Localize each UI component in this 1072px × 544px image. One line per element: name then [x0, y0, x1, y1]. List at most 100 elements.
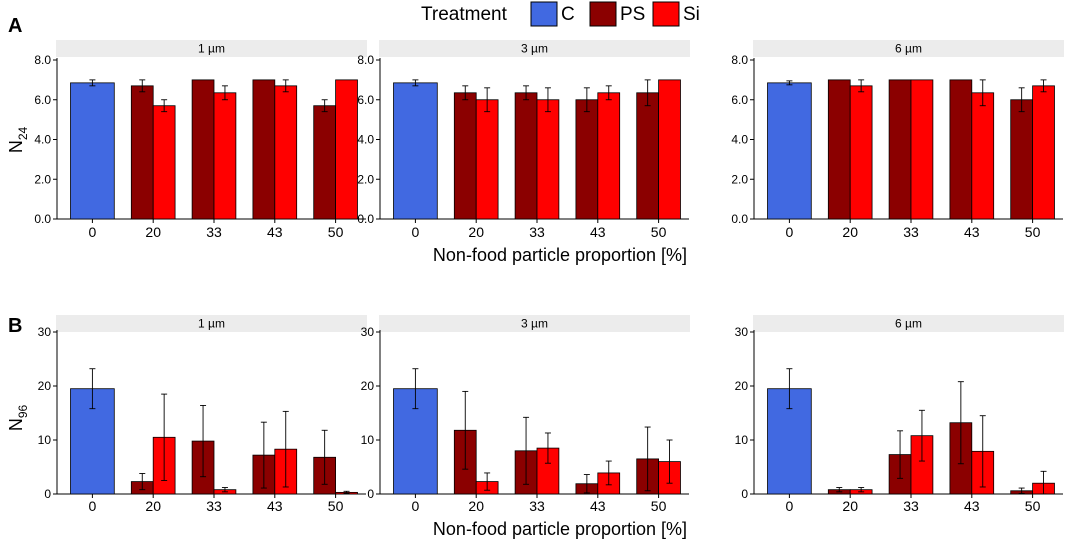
- y-tick-label: 0.0: [34, 212, 51, 226]
- facet-strip: [56, 40, 367, 57]
- x-tick-label: 0: [786, 224, 794, 240]
- bar-ps: [888, 79, 912, 220]
- facet-strip: [379, 40, 690, 57]
- facet-title: 1 µm: [198, 317, 225, 331]
- x-tick-label: 43: [964, 224, 980, 240]
- bar-si: [658, 79, 681, 220]
- x-tick-label: 33: [206, 498, 222, 514]
- x-tick-label: 50: [651, 224, 667, 240]
- y-axis-title-a-main: N: [6, 140, 26, 153]
- x-tick-label: 43: [267, 224, 283, 240]
- y-tick-label: 0: [44, 487, 51, 501]
- x-axis-title-a: Non-food particle proportion [%]: [433, 245, 687, 265]
- y-tick-label: 8.0: [34, 53, 51, 67]
- legend-title: Treatment: [421, 4, 508, 25]
- x-tick-label: 33: [206, 224, 222, 240]
- facet-a-1: 1 µm 0.0 2.0 4.0 6.0 8.0 0 20 33 43 50: [34, 40, 367, 240]
- bar-ps: [1010, 99, 1033, 220]
- x-tick-label: 0: [412, 498, 420, 514]
- x-tick-label: 20: [842, 498, 858, 514]
- y-tick-label: 0: [741, 487, 748, 501]
- y-tick-label: 10: [735, 433, 749, 447]
- facet-title: 3 µm: [521, 42, 548, 56]
- bar-control: [70, 82, 115, 220]
- y-tick-label: 6.0: [34, 93, 51, 107]
- bar-si: [597, 92, 621, 220]
- x-tick-label: 43: [590, 224, 606, 240]
- x-tick-label: 0: [412, 224, 420, 240]
- y-tick-label: 20: [361, 379, 375, 393]
- bar-si: [213, 92, 237, 220]
- x-tick-label: 33: [529, 224, 545, 240]
- bar-si: [475, 99, 499, 220]
- x-tick-label: 43: [964, 498, 980, 514]
- y-tick-label: 20: [38, 379, 52, 393]
- y-tick-label: 8.0: [731, 53, 748, 67]
- facet-b-1: 1 µm 0 10 20 30 0 20 33 43 50: [38, 315, 367, 514]
- x-tick-label: 50: [1025, 498, 1041, 514]
- bar-si: [1032, 85, 1055, 220]
- x-tick-label: 50: [328, 224, 344, 240]
- bar-ps: [949, 79, 973, 220]
- y-tick-label: 4.0: [357, 133, 374, 147]
- y-tick-label: 6.0: [731, 93, 748, 107]
- x-tick-label: 0: [89, 498, 97, 514]
- y-tick-label: 10: [38, 433, 52, 447]
- y-tick-label: 0: [367, 487, 374, 501]
- facet-title: 6 µm: [895, 42, 922, 56]
- facet-strip: [56, 315, 367, 332]
- y-tick-label: 30: [361, 325, 375, 339]
- legend: Treatment C PS Si: [421, 1, 700, 27]
- y-axis-title-a-sub: 24: [16, 127, 30, 141]
- x-tick-label: 43: [267, 498, 283, 514]
- y-tick-label: 4.0: [34, 133, 51, 147]
- y-axis-title-a: N24: [6, 127, 30, 154]
- y-tick-label: 0.0: [731, 212, 748, 226]
- facet-a-2: 3 µm 0.0 2.0 4.0 6.0 8.0 0 20 33 43 50: [357, 40, 690, 240]
- bar-si: [152, 105, 176, 220]
- facet-title: 1 µm: [198, 42, 225, 56]
- bar-ps: [827, 79, 851, 220]
- legend-label-ps: PS: [620, 4, 645, 25]
- bar-ps: [636, 92, 659, 220]
- x-tick-label: 33: [529, 498, 545, 514]
- facet-strip: [379, 315, 690, 332]
- legend-swatch-si: [652, 1, 680, 27]
- bar-si: [274, 85, 298, 220]
- bar-si: [536, 99, 560, 220]
- y-axis-title-b-sub: 96: [16, 405, 30, 419]
- x-tick-label: 0: [786, 498, 794, 514]
- bar-si: [971, 92, 995, 220]
- bar-ps: [575, 99, 599, 220]
- bar-si: [910, 79, 934, 220]
- facet-strip: [753, 40, 1064, 57]
- x-tick-label: 50: [328, 498, 344, 514]
- x-tick-label: 20: [468, 224, 484, 240]
- y-tick-label: 10: [361, 433, 375, 447]
- y-tick-label: 0.0: [357, 212, 374, 226]
- facet-a-3: 6 µm 0.0 2.0 4.0 6.0 8.0 0 20 33 43 50: [731, 40, 1064, 240]
- legend-swatch-ps: [589, 1, 617, 27]
- y-tick-label: 8.0: [357, 53, 374, 67]
- x-tick-label: 50: [1025, 224, 1041, 240]
- facet-b-3: 6 µm 0 10 20 30 0 20 33 43 50: [735, 315, 1064, 514]
- y-axis-title-b-main: N: [6, 418, 26, 431]
- facet-title: 3 µm: [521, 317, 548, 331]
- x-tick-label: 33: [903, 498, 919, 514]
- bar-ps: [252, 79, 276, 220]
- x-tick-label: 20: [468, 498, 484, 514]
- panel-label-b: B: [8, 315, 22, 337]
- x-tick-label: 20: [145, 498, 161, 514]
- x-axis-title-b: Non-food particle proportion [%]: [433, 519, 687, 539]
- y-tick-label: 2.0: [731, 172, 748, 186]
- bar-ps: [130, 85, 154, 220]
- bar-control: [393, 82, 438, 220]
- panel-label-a: A: [8, 15, 22, 37]
- bar-control: [767, 82, 812, 220]
- x-tick-label: 0: [89, 224, 97, 240]
- bar-si: [335, 79, 358, 220]
- y-tick-label: 6.0: [357, 93, 374, 107]
- legend-label-si: Si: [683, 4, 700, 25]
- x-tick-label: 33: [903, 224, 919, 240]
